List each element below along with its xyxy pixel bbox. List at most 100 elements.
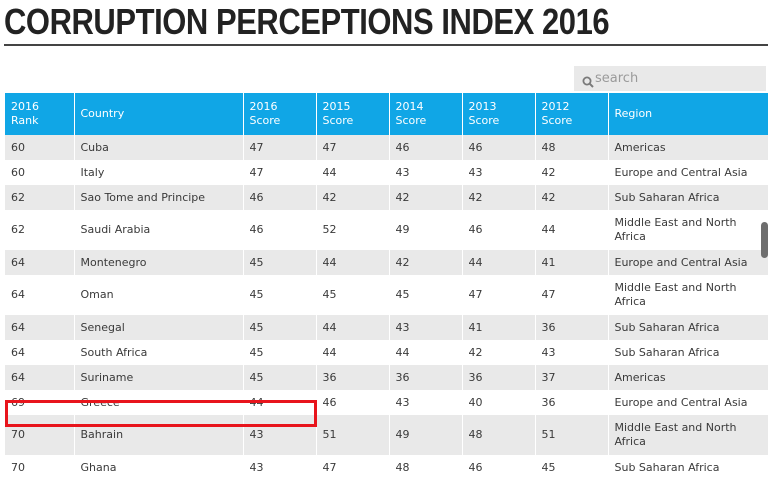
rank-cell: 60	[5, 135, 75, 160]
region-cell: Middle East and North Africa	[608, 415, 769, 455]
country-cell: Saudi Arabia	[74, 210, 244, 250]
header-label-line1: 2016	[249, 100, 278, 113]
rank-cell: 70	[5, 415, 75, 455]
score-2012-cell: 44	[535, 210, 609, 250]
table-row: 70 Ghana 43 47 48 46 45 Sub Saharan Africa	[5, 455, 769, 480]
country-cell: Ghana	[74, 455, 244, 480]
rank-cell: 64	[5, 250, 75, 275]
score-2012-cell: 48	[535, 135, 609, 160]
score-2012-cell: 36	[535, 315, 609, 340]
table-row: 64 Suriname 45 36 36 36 37 Americas	[5, 365, 769, 390]
rank-cell: 69	[5, 390, 75, 415]
country-cell: Cuba	[74, 135, 244, 160]
score-2015-cell: 44	[316, 340, 390, 365]
score-2012-cell: 42	[535, 185, 609, 210]
header-region[interactable]: Region	[608, 93, 769, 135]
score-2012-cell: 43	[535, 340, 609, 365]
header-score-2015[interactable]: 2015 Score	[316, 93, 390, 135]
score-2013-cell: 41	[462, 315, 536, 340]
country-cell: Sao Tome and Principe	[74, 185, 244, 210]
score-2015-cell: 42	[316, 185, 390, 210]
score-2012-cell: 36	[535, 390, 609, 415]
score-2015-cell: 45	[316, 275, 390, 315]
score-2012-cell: 45	[535, 455, 609, 480]
score-2013-cell: 36	[462, 365, 536, 390]
country-cell: South Africa	[74, 340, 244, 365]
region-cell: Europe and Central Asia	[608, 390, 769, 415]
region-cell: Europe and Central Asia	[608, 160, 769, 185]
score-2014-cell: 42	[389, 250, 463, 275]
rank-cell: 62	[5, 185, 75, 210]
region-cell: Sub Saharan Africa	[608, 315, 769, 340]
header-country[interactable]: Country	[74, 93, 244, 135]
country-cell: Oman	[74, 275, 244, 315]
score-2015-cell: 44	[316, 160, 390, 185]
score-2014-cell: 45	[389, 275, 463, 315]
table-row: 62 Sao Tome and Principe 46 42 42 42 42 Sub Sah…	[5, 185, 769, 210]
score-2012-cell: 42	[535, 160, 609, 185]
score-2016-cell: 44	[243, 390, 317, 415]
header-label-line1: Country	[80, 107, 125, 120]
score-2013-cell: 44	[462, 250, 536, 275]
score-2015-cell: 47	[316, 135, 390, 160]
score-2012-cell: 51	[535, 415, 609, 455]
header-score-2016[interactable]: 2016 Score	[243, 93, 317, 135]
header-score-2013[interactable]: 2013 Score	[462, 93, 536, 135]
score-2016-cell: 46	[243, 210, 317, 250]
table-row: 64 Senegal 45 44 43 41 36 Sub Saharan Africa	[5, 315, 769, 340]
score-2016-cell: 45	[243, 315, 317, 340]
score-2013-cell: 42	[462, 185, 536, 210]
score-2013-cell: 42	[462, 340, 536, 365]
score-2012-cell: 41	[535, 250, 609, 275]
country-cell: Bahrain	[74, 415, 244, 455]
table-header-row: 2016 Rank Country 2016 Score 2015 Score 2014 Sco…	[5, 93, 769, 135]
header-score-2014[interactable]: 2014 Score	[389, 93, 463, 135]
header-label-line2: Score	[468, 114, 500, 127]
title-divider	[4, 44, 768, 46]
score-2016-cell: 43	[243, 415, 317, 455]
region-cell: Sub Saharan Africa	[608, 340, 769, 365]
country-cell: Suriname	[74, 365, 244, 390]
score-2012-cell: 37	[535, 365, 609, 390]
score-2013-cell: 43	[462, 160, 536, 185]
score-2015-cell: 47	[316, 455, 390, 480]
table-row: 62 Saudi Arabia 46 52 49 46 44 Middle East and …	[5, 210, 769, 250]
score-2015-cell: 52	[316, 210, 390, 250]
table-row: 60 Italy 47 44 43 43 42 Europe and Central Asia	[5, 160, 769, 185]
table-row: 70 Bahrain 43 51 49 48 51 Middle East and North…	[5, 415, 769, 455]
score-2014-cell: 49	[389, 210, 463, 250]
header-label-line2: Score	[541, 114, 573, 127]
header-label-line2: Score	[322, 114, 354, 127]
header-score-2012[interactable]: 2012 Score	[535, 93, 609, 135]
page-title: CORRUPTION PERCEPTIONS INDEX 2016	[4, 1, 610, 42]
header-label-line1: 2016	[11, 100, 39, 113]
score-2012-cell: 47	[535, 275, 609, 315]
score-2015-cell: 46	[316, 390, 390, 415]
header-label-line1: 2012	[541, 100, 570, 113]
region-cell: Sub Saharan Africa	[608, 185, 769, 210]
rank-cell: 62	[5, 210, 75, 250]
rank-cell: 60	[5, 160, 75, 185]
score-2013-cell: 46	[462, 135, 536, 160]
score-2014-cell: 49	[389, 415, 463, 455]
rank-cell: 64	[5, 315, 75, 340]
score-2015-cell: 44	[316, 315, 390, 340]
score-2015-cell: 51	[316, 415, 390, 455]
header-rank-2016[interactable]: 2016 Rank	[5, 93, 75, 135]
score-2015-cell: 36	[316, 365, 390, 390]
score-2016-cell: 45	[243, 340, 317, 365]
header-label-line2: Score	[395, 114, 427, 127]
header-label-line1: 2015	[322, 100, 351, 113]
search-input[interactable]	[595, 68, 755, 89]
search-box[interactable]	[574, 66, 766, 91]
scrollbar-thumb[interactable]	[761, 222, 768, 258]
table-row: 64 South Africa 45 44 44 42 43 Sub Saharan Afri…	[5, 340, 769, 365]
score-2016-cell: 46	[243, 185, 317, 210]
score-2014-cell: 36	[389, 365, 463, 390]
score-2014-cell: 48	[389, 455, 463, 480]
header-label-line2: Score	[249, 114, 281, 127]
table-row: 69 Greece 44 46 43 40 36 Europe and Central Asi…	[5, 390, 769, 415]
score-2014-cell: 42	[389, 185, 463, 210]
table-row: 64 Montenegro 45 44 42 44 41 Europe and Central…	[5, 250, 769, 275]
score-2013-cell: 48	[462, 415, 536, 455]
